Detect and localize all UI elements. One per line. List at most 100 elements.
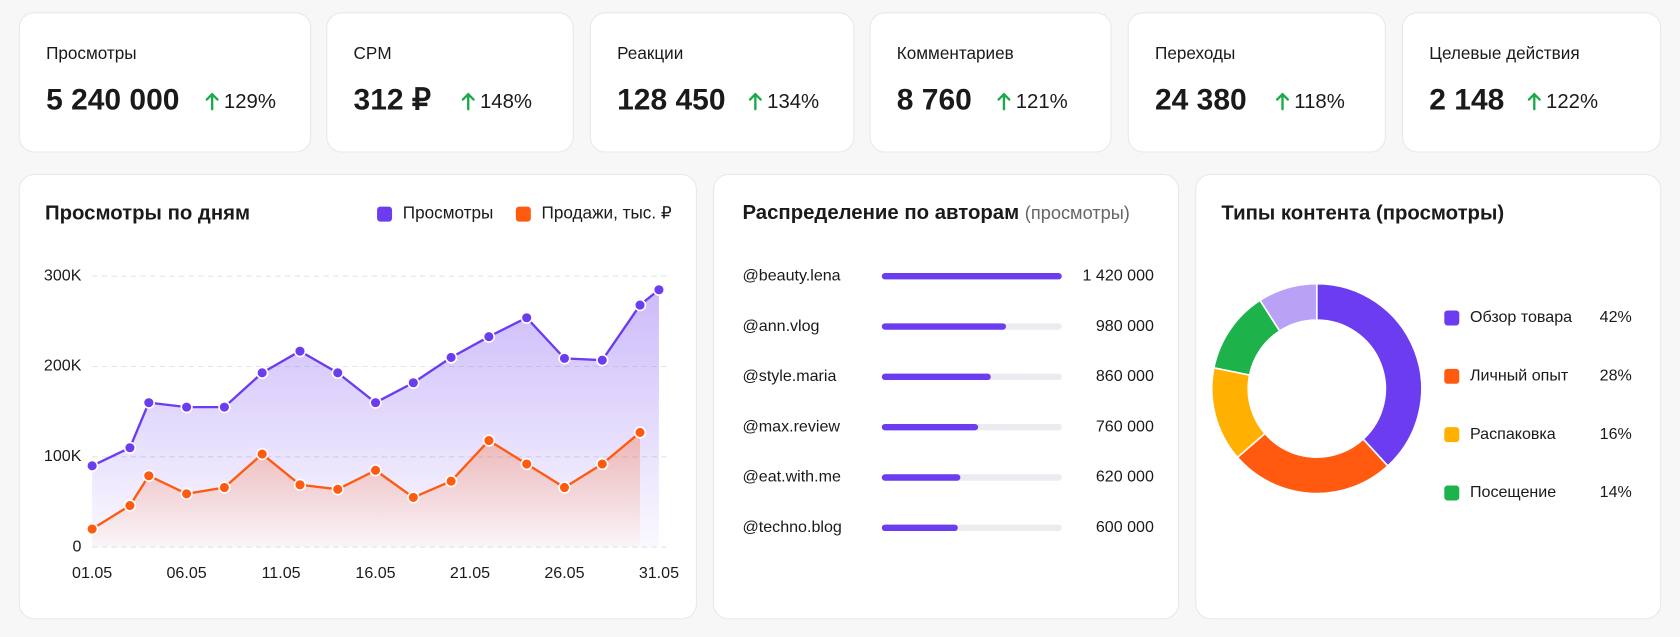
point	[652, 283, 666, 296]
point	[123, 441, 137, 454]
point	[369, 464, 382, 477]
point	[520, 457, 533, 471]
legend-label: Обзор товара	[1470, 308, 1572, 326]
value-label: 1 420 000	[1083, 266, 1154, 284]
point	[558, 481, 571, 494]
point	[218, 481, 231, 494]
y-tick-label: 0	[72, 537, 81, 555]
value-label: 28%	[1600, 367, 1632, 385]
kpi-card	[1127, 12, 1386, 153]
category-label: @max.review	[743, 417, 841, 435]
category-label: @eat.with.me	[743, 468, 841, 486]
legend-swatch	[1444, 485, 1460, 501]
point	[407, 491, 420, 504]
arrow-icon	[1275, 92, 1290, 111]
x-tick-label: 01.05	[72, 564, 112, 582]
point	[331, 483, 344, 496]
kpi-change: 134%	[767, 91, 819, 113]
legend-label: Просмотры	[403, 203, 494, 223]
kpi-value: 24 380	[1155, 84, 1247, 117]
point	[369, 396, 382, 409]
pie-slice	[1315, 282, 1423, 468]
arrow-icon	[461, 92, 475, 111]
point	[256, 366, 269, 379]
point	[180, 400, 193, 414]
category-label: @techno.blog	[743, 518, 842, 536]
bar	[881, 273, 1062, 280]
subtitle: (просмотры)	[1025, 203, 1130, 223]
panel	[1195, 173, 1662, 620]
x-tick-label: 11.05	[262, 564, 301, 582]
kpi-label: Реакции	[617, 43, 683, 63]
value-label: 620 000	[1096, 468, 1154, 486]
pie-slice	[1258, 282, 1318, 333]
point	[407, 376, 420, 389]
legend-swatch	[1444, 310, 1460, 326]
kpi-change: 122%	[1546, 91, 1598, 113]
point	[180, 487, 193, 500]
arrow-icon	[997, 92, 1011, 111]
bar	[881, 373, 991, 381]
kpi-value: 128 450	[617, 84, 725, 117]
point	[331, 366, 344, 379]
kpi-card	[326, 12, 574, 153]
bar	[881, 474, 961, 481]
kpi-value: 5 240 000	[46, 84, 179, 117]
value-label: 16%	[1600, 425, 1632, 443]
kpi-card	[18, 12, 312, 153]
point	[633, 426, 647, 439]
arrow-icon	[748, 92, 762, 111]
point	[596, 457, 609, 471]
x-tick-label: 31.05	[639, 564, 679, 582]
legend-label: Посещение	[1470, 483, 1556, 501]
y-tick-label: 300K	[44, 266, 82, 284]
category-label: @style.maria	[743, 367, 837, 385]
title-main: Распределение по авторам	[743, 202, 1020, 224]
kpi-label: Переходы	[1155, 43, 1235, 63]
point	[633, 298, 647, 312]
value-label: 980 000	[1096, 317, 1154, 335]
point	[444, 475, 458, 488]
line	[91, 431, 641, 531]
kpi-label: Просмотры	[46, 43, 137, 63]
bar	[881, 323, 1007, 330]
chart-title: Просмотры по дням	[45, 202, 250, 224]
category-label: @beauty.lena	[743, 266, 841, 284]
x-tick-label: 06.05	[167, 564, 207, 582]
legend-swatch	[515, 206, 531, 222]
point	[142, 469, 155, 482]
point	[596, 354, 609, 367]
point	[85, 459, 99, 472]
point	[218, 400, 231, 414]
point	[256, 447, 269, 461]
chart-title: Типы контента (просмотры)	[1221, 202, 1504, 224]
arrow-icon	[205, 92, 219, 111]
arrow-icon	[1527, 92, 1541, 111]
area	[92, 432, 641, 548]
bar	[881, 423, 979, 431]
kpi-value: 312 ₽	[354, 84, 431, 117]
panel	[713, 173, 1180, 620]
kpi-label: Целевые действия	[1429, 43, 1579, 63]
point	[293, 344, 307, 358]
point	[558, 352, 571, 365]
legend-swatch	[1444, 427, 1460, 443]
kpi-card	[589, 12, 855, 153]
bar	[881, 524, 958, 532]
y-tick-label: 100K	[44, 447, 82, 465]
point	[520, 311, 533, 324]
point	[123, 499, 137, 512]
kpi-label: Комментариев	[897, 43, 1014, 63]
value-label: 42%	[1600, 308, 1632, 326]
point	[85, 522, 99, 536]
kpi-value: 8 760	[897, 84, 972, 117]
point	[482, 330, 496, 343]
value-label: 600 000	[1096, 518, 1154, 536]
kpi-change: 129%	[224, 91, 276, 113]
x-tick-label: 16.05	[355, 564, 395, 582]
y-tick-label: 200K	[44, 357, 82, 375]
value-label: 14%	[1600, 483, 1632, 501]
legend-swatch	[377, 206, 393, 222]
point	[142, 396, 155, 409]
